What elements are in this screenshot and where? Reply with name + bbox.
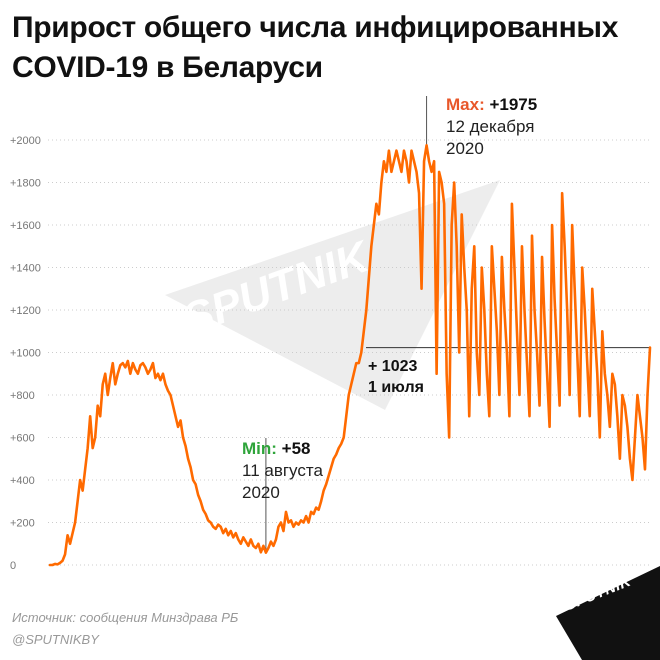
watermark-shape [165, 180, 500, 410]
y-tick-label: +1200 [10, 305, 41, 317]
max-value: +1975 [489, 95, 538, 114]
chart-title-line-2: COVID-19 в Беларуси [12, 51, 323, 84]
max-date-year: 2020 [446, 139, 484, 158]
latest-annotation: + 1023 1 июля [368, 356, 424, 398]
max-annotation: Max: +1975 12 декабря 2020 [446, 94, 537, 160]
series-layer [48, 144, 652, 567]
y-tick-label: +2000 [10, 135, 41, 147]
logo-triangle [556, 566, 660, 660]
max-date-day: 12 декабря [446, 117, 535, 136]
y-tick-label: +1000 [10, 348, 41, 360]
max-label: Max: [446, 95, 485, 114]
min-date-day: 11 августа [242, 461, 323, 480]
source-note: Источник: сообщения Минздрава РБ [12, 610, 239, 625]
y-tick-label: +1400 [10, 263, 41, 275]
y-tick-label: +1800 [10, 178, 41, 190]
y-tick-label: +1600 [10, 220, 41, 232]
sputnik-logo [556, 566, 660, 660]
chart-title: Прирост общего числа инфицированных COVI… [12, 8, 652, 88]
y-tick-label: +200 [10, 518, 35, 530]
y-tick-label: 0 [10, 560, 16, 572]
chart-title-line-1: Прирост общего числа инфицированных [12, 11, 619, 44]
min-date-year: 2020 [242, 483, 280, 502]
min-value: +58 [281, 439, 311, 458]
y-tick-label: +400 [10, 475, 35, 487]
latest-date: 1 июля [368, 379, 424, 396]
min-label: Min: [242, 439, 277, 458]
series-line-daily-cases [48, 144, 652, 567]
y-tick-label: +600 [10, 433, 35, 445]
latest-value: + 1023 [368, 358, 418, 375]
social-handle: @SPUTNIKBY [12, 632, 99, 647]
y-axis-ticks: 0 +200 +400 +600 +800 +1000 +1200 +1400 +1600 +18… [10, 135, 41, 572]
y-tick-label: +800 [10, 390, 35, 402]
min-annotation: Min: +58 11 августа 2020 [242, 438, 323, 504]
